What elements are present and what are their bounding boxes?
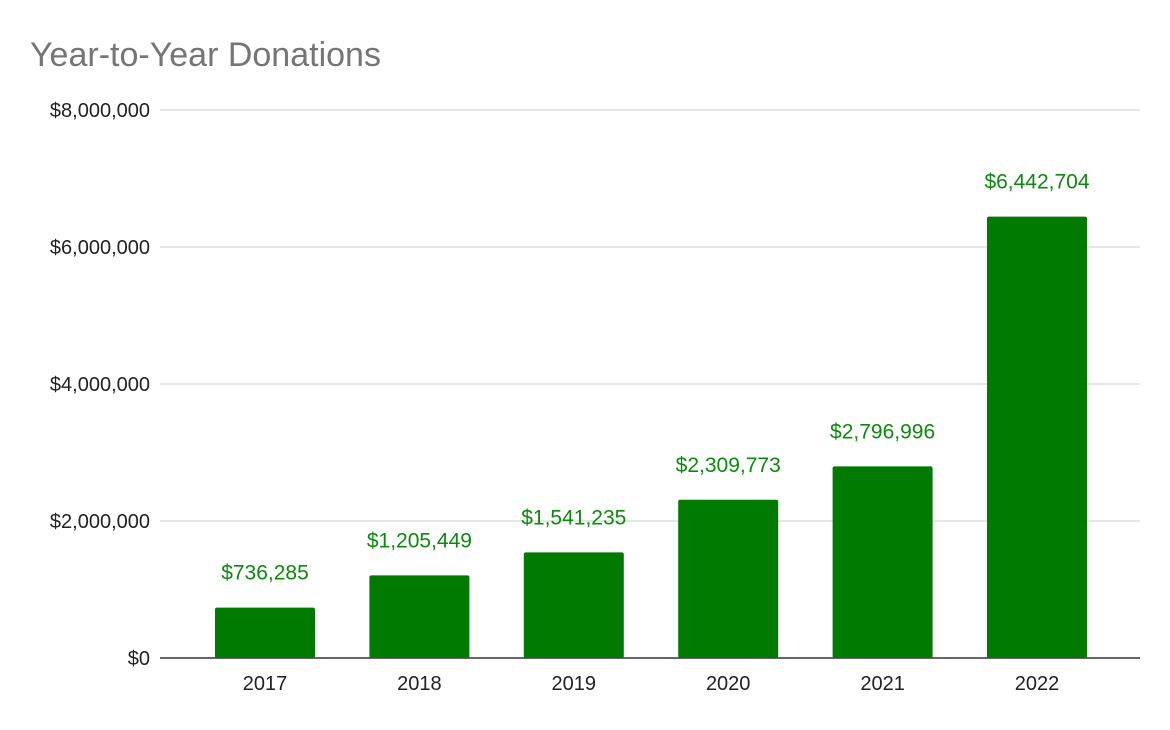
bar-2022[interactable] — [987, 216, 1087, 658]
y-tick-label: $8,000,000 — [50, 100, 150, 122]
data-label-2018: $1,205,449 — [367, 529, 472, 552]
data-label-2021: $2,796,996 — [830, 420, 935, 443]
bar-2019[interactable] — [523, 552, 624, 658]
data-label-2022: $6,442,704 — [984, 171, 1089, 194]
y-tick-label: $4,000,000 — [50, 374, 150, 396]
bar-2017[interactable] — [215, 607, 315, 658]
data-label-2017: $736,285 — [221, 562, 309, 585]
bar-2020[interactable] — [678, 499, 779, 658]
x-tick-label: 2021 — [860, 673, 905, 695]
x-tick-label: 2018 — [397, 673, 442, 695]
x-tick-label: 2019 — [552, 673, 597, 695]
chart-title: Year-to-Year Donations — [30, 36, 381, 74]
x-tick-label: 2020 — [706, 673, 751, 695]
y-tick-label: $2,000,000 — [50, 511, 150, 533]
data-label-2020: $2,309,773 — [676, 454, 781, 477]
data-label-2019: $1,541,235 — [521, 506, 626, 529]
x-tick-label: 2017 — [243, 673, 288, 695]
x-tick-label: 2022 — [1015, 673, 1060, 695]
bar-2021[interactable] — [832, 466, 933, 658]
y-tick-label: $0 — [128, 648, 150, 670]
y-tick-label: $6,000,000 — [50, 237, 150, 259]
bar-2018[interactable] — [369, 575, 470, 658]
